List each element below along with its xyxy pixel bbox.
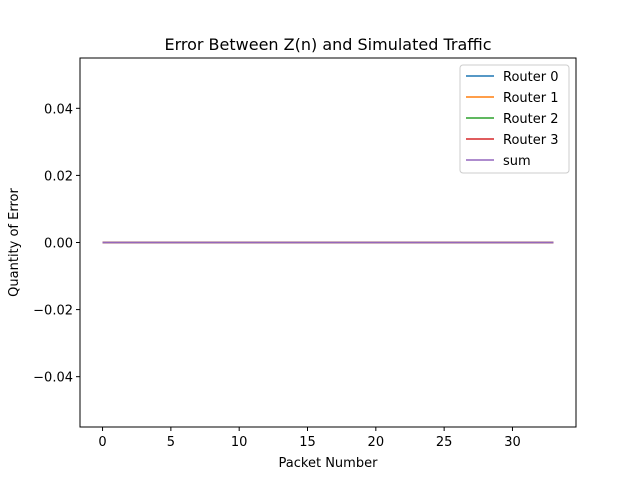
legend-label: Router 3: [503, 133, 559, 148]
y-tick-label: −0.04: [33, 371, 73, 386]
y-tick-label: 0.02: [44, 169, 73, 184]
axis-ticks: 0 5 10 15 20 25 30 −0.04 −0.02 0.00 0.02 0.04: [33, 102, 521, 450]
x-tick-label: 30: [504, 435, 521, 450]
x-tick-label: 10: [231, 435, 248, 450]
y-axis-label: Quantity of Error: [7, 188, 22, 297]
legend-label: Router 0: [503, 70, 559, 85]
chart-title: Error Between Z(n) and Simulated Traffic: [164, 35, 491, 54]
x-axis-label: Packet Number: [279, 456, 379, 471]
x-tick-label: 25: [436, 435, 453, 450]
plot-area-frame: [79, 57, 577, 428]
x-tick-label: 15: [299, 435, 316, 450]
legend-label: sum: [503, 154, 531, 169]
x-tick-label: 0: [98, 435, 106, 450]
y-tick-label: 0.04: [44, 102, 73, 117]
y-tick-label: 0.00: [44, 237, 73, 252]
x-tick-label: 5: [167, 435, 175, 450]
legend-label: Router 1: [503, 91, 559, 106]
legend-label: Router 2: [503, 112, 559, 127]
legend-frame: [459, 64, 570, 174]
legend: Router 0 Router 1 Router 2 Router 3 sum: [459, 64, 570, 174]
y-tick-label: −0.02: [33, 304, 73, 319]
x-tick-label: 20: [368, 435, 385, 450]
